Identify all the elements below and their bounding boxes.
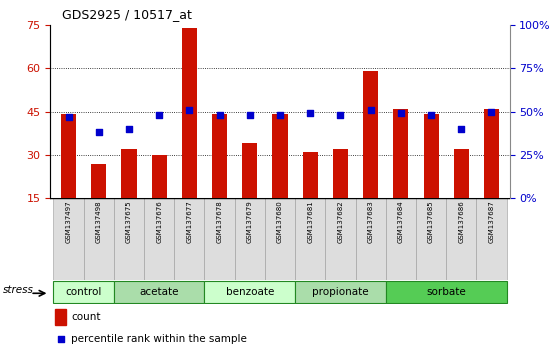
Text: GSM137675: GSM137675 [126,201,132,243]
Text: percentile rank within the sample: percentile rank within the sample [71,334,247,344]
Bar [446,198,477,280]
Text: count: count [71,312,101,322]
Bar [242,143,258,198]
Text: GSM137678: GSM137678 [217,201,222,244]
Point [276,112,284,118]
Point [124,126,133,132]
Bar [55,309,67,325]
Point [155,112,164,118]
Bar [477,198,507,280]
Bar [114,281,204,303]
Bar [61,114,76,198]
Bar [302,152,318,198]
Text: GSM137687: GSM137687 [488,201,494,244]
Text: GSM137497: GSM137497 [66,201,72,243]
Bar [83,198,114,280]
Text: GSM137686: GSM137686 [458,201,464,244]
Text: GSM137684: GSM137684 [398,201,404,243]
Bar [416,198,446,280]
Bar [295,198,325,280]
Point [215,112,224,118]
Text: control: control [66,286,102,297]
Point [336,112,345,118]
Bar [386,281,507,303]
Text: GSM137679: GSM137679 [247,201,253,244]
Bar [114,198,144,280]
Bar [122,149,137,198]
Text: propionate: propionate [312,286,368,297]
Point [185,107,194,113]
Bar [182,28,197,198]
Bar [91,164,106,198]
Text: GSM137498: GSM137498 [96,201,102,243]
Bar [204,198,235,280]
Bar [356,198,386,280]
Point [306,110,315,116]
Text: GSM137683: GSM137683 [367,201,374,244]
Bar [295,281,386,303]
Bar [423,114,438,198]
Text: sorbate: sorbate [426,286,466,297]
Point [396,110,405,116]
Point [64,114,73,120]
Bar [363,71,378,198]
Text: GSM137676: GSM137676 [156,201,162,244]
Bar [174,198,204,280]
Bar [273,114,287,198]
Point [427,112,436,118]
Bar [393,109,408,198]
Text: benzoate: benzoate [226,286,274,297]
Text: GSM137677: GSM137677 [186,201,193,244]
Text: GSM137682: GSM137682 [338,201,343,243]
Point [56,336,65,342]
Bar [386,198,416,280]
Bar [325,198,356,280]
Bar [53,281,114,303]
Text: acetate: acetate [139,286,179,297]
Bar [454,149,469,198]
Text: stress: stress [3,285,34,295]
Point [457,126,466,132]
Point [366,107,375,113]
Point [487,109,496,114]
Bar [265,198,295,280]
Point [94,130,103,135]
Point [245,112,254,118]
Text: GSM137685: GSM137685 [428,201,434,243]
Bar [204,281,295,303]
Text: GDS2925 / 10517_at: GDS2925 / 10517_at [62,8,192,21]
Bar [333,149,348,198]
Bar [53,198,83,280]
Bar [235,198,265,280]
Bar [152,155,167,198]
Bar [144,198,174,280]
Bar [212,114,227,198]
Text: GSM137680: GSM137680 [277,201,283,244]
Text: GSM137681: GSM137681 [307,201,313,244]
Bar [484,109,499,198]
